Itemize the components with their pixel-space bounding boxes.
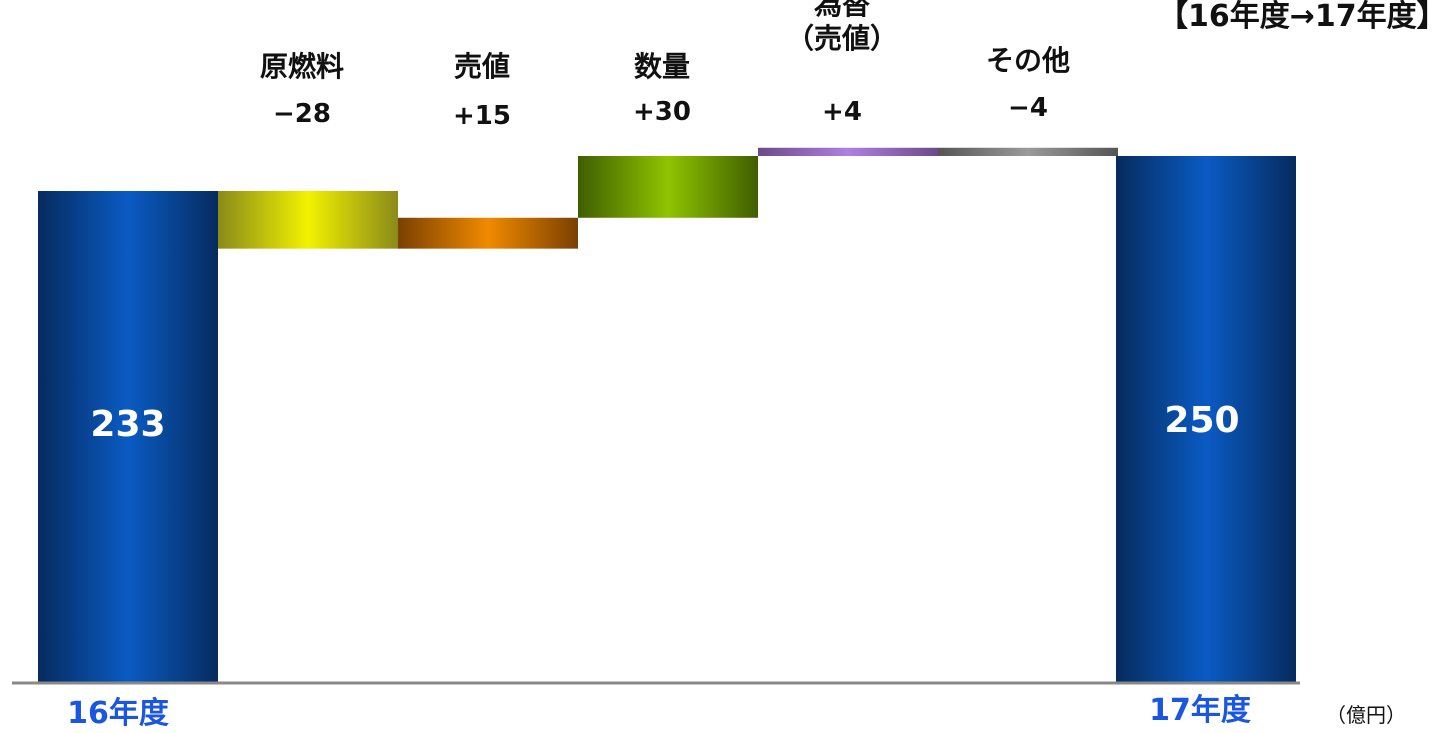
bar-end-value: 250 — [1164, 400, 1239, 441]
unit-label: （億円） — [1326, 703, 1406, 727]
category-label-start: 16年度 — [67, 696, 169, 731]
bar-step-2 — [398, 217, 578, 249]
chart-bars — [38, 147, 1296, 682]
step-2-name-line-1: 売値 — [454, 50, 510, 83]
step-5-value: −4 — [1008, 93, 1048, 123]
step-1-value: −28 — [273, 99, 331, 129]
chart-labels: 233 原燃料 −28 売値 +15 数量 +30 為替（売値） +4 その他 −4 250 16年度 1… — [67, 0, 1251, 731]
bar-step-3 — [578, 156, 758, 218]
bar-step-5 — [938, 147, 1118, 156]
bar-step-1 — [218, 191, 398, 249]
bar-start — [38, 191, 218, 682]
step-3-name-line-1: 数量 — [634, 50, 690, 83]
bar-step-4 — [758, 147, 938, 156]
bar-start-value: 233 — [90, 404, 165, 445]
step-5-name-line-1: その他 — [986, 44, 1070, 77]
chart-header-title: 【16年度→17年度】 — [1158, 0, 1432, 34]
step-4-name-line-1: 為替 — [814, 0, 870, 21]
step-1-name-line-1: 原燃料 — [260, 50, 344, 83]
step-4-value: +4 — [822, 97, 862, 127]
category-label-end: 17年度 — [1149, 693, 1251, 728]
step-4-name-line-2: （売値） — [786, 22, 898, 55]
bar-end — [1116, 156, 1296, 682]
step-2-value: +15 — [453, 101, 511, 131]
step-3-value: +30 — [633, 97, 691, 127]
